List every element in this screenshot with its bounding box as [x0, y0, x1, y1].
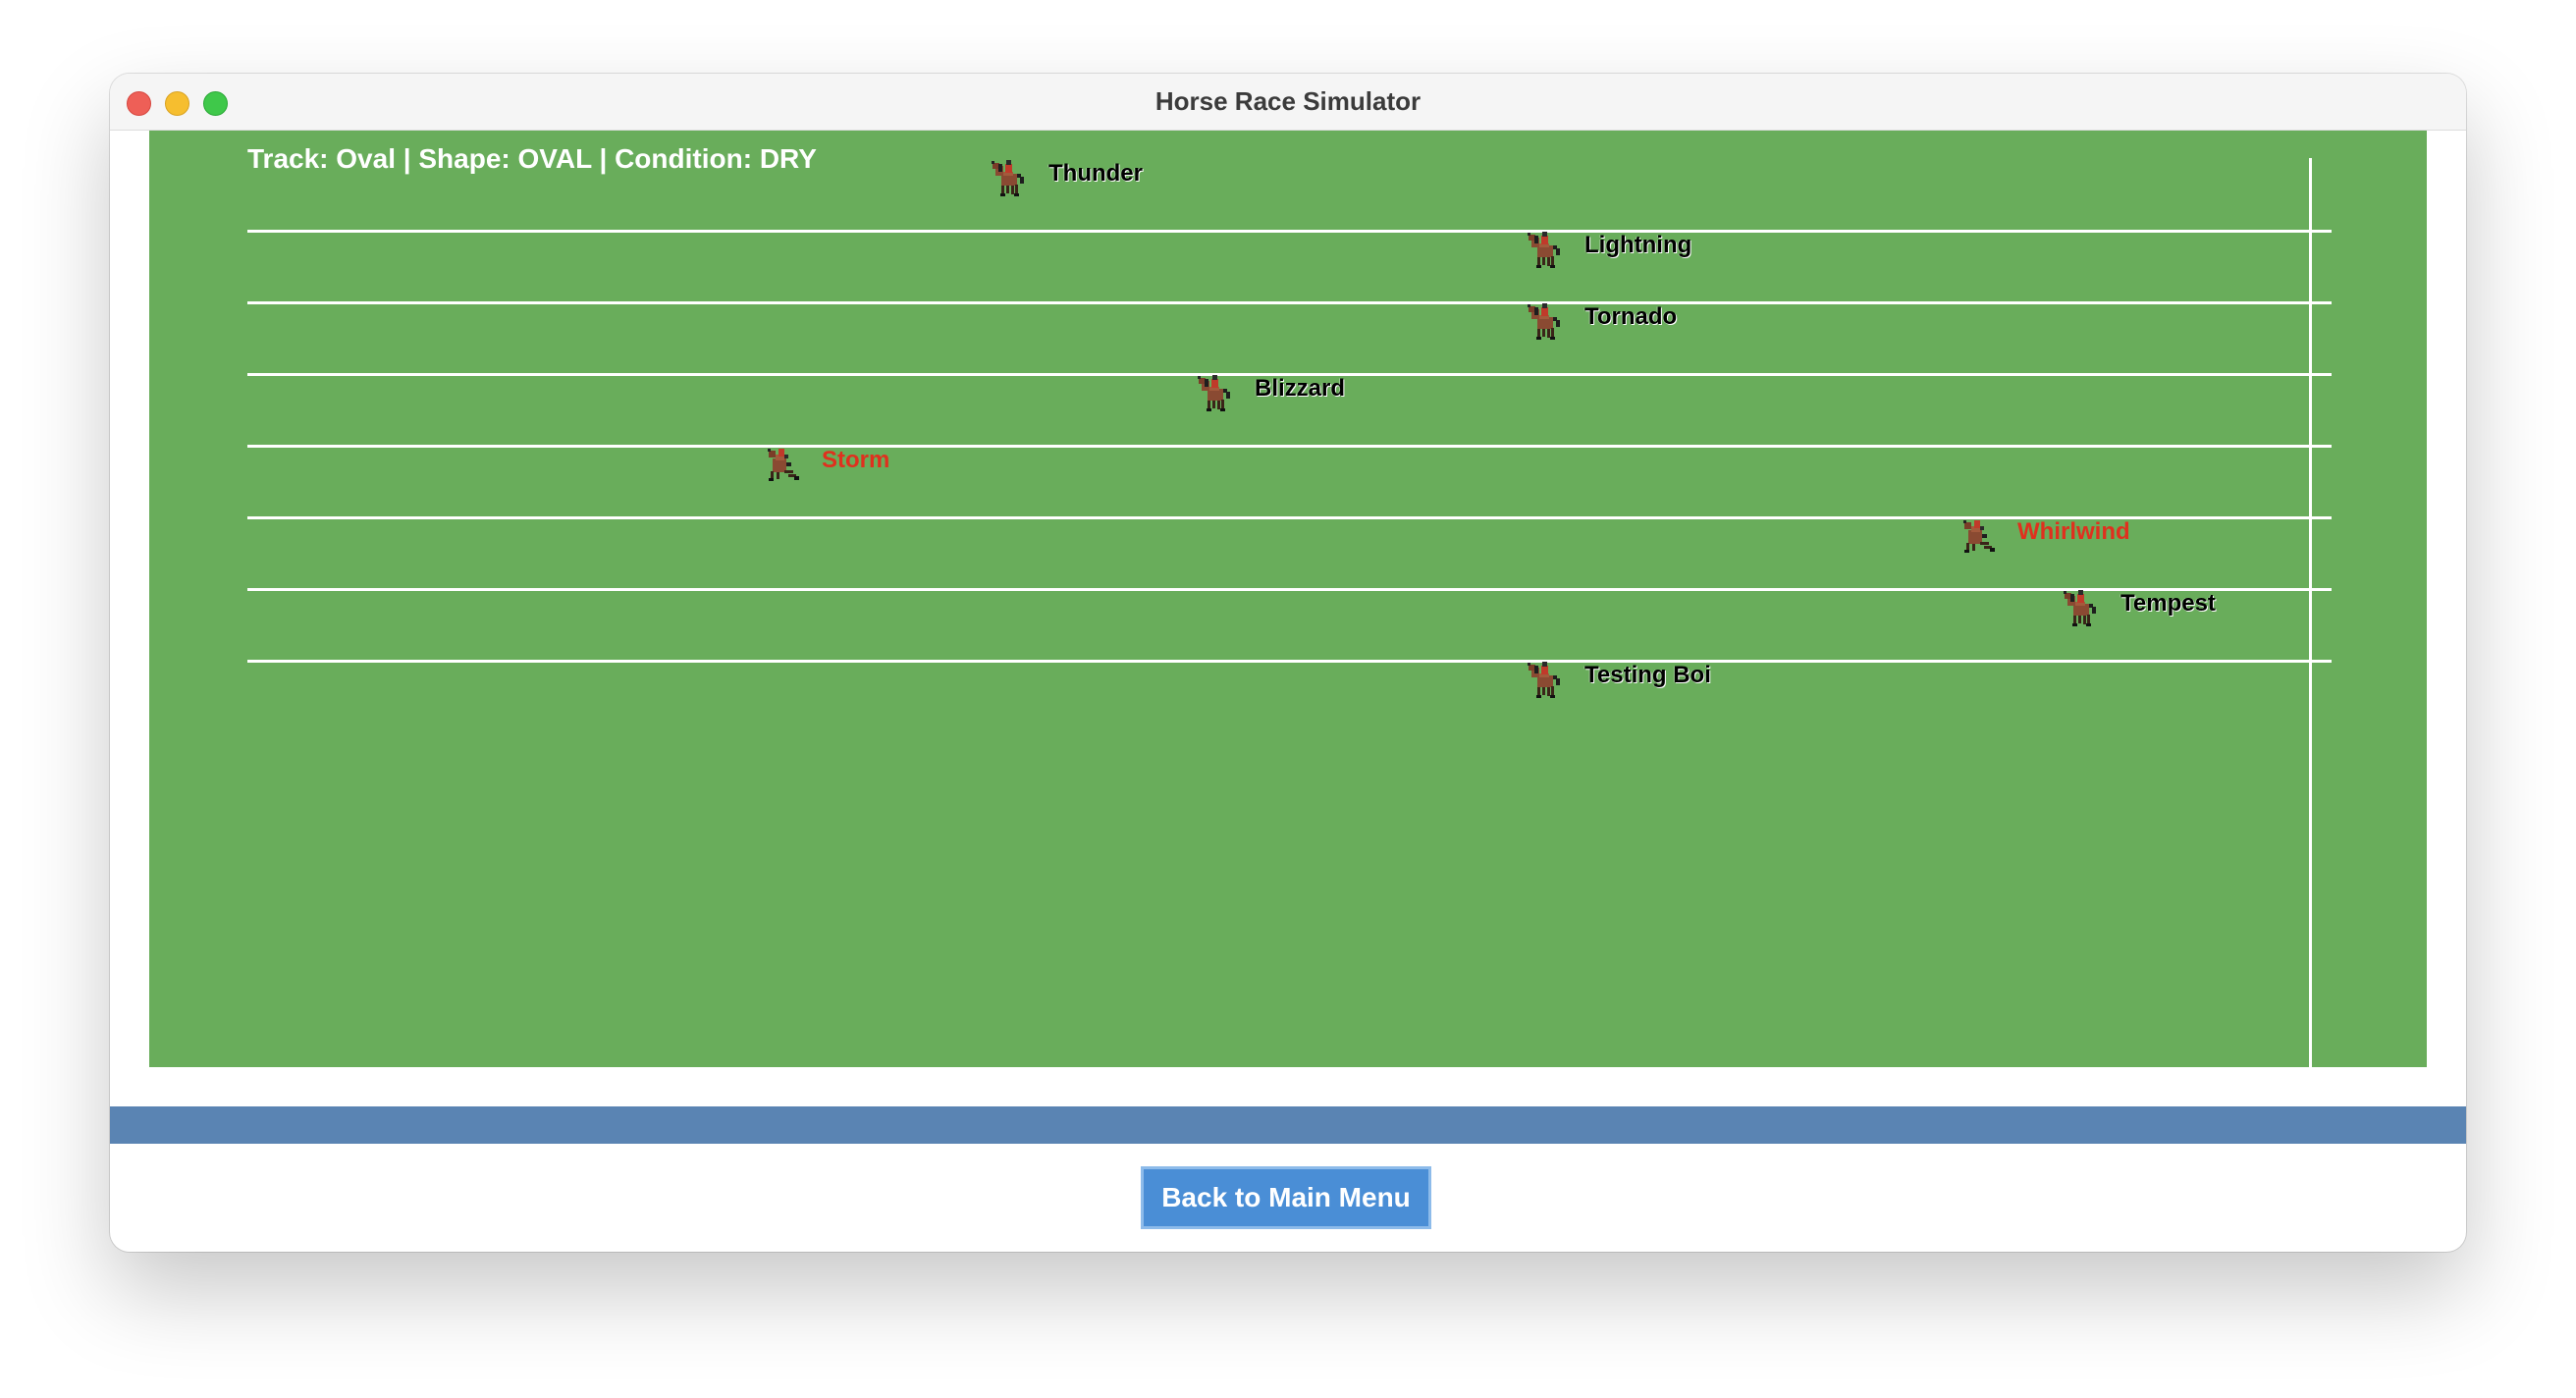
horse-testing-boi: Testing Boi [1526, 660, 1711, 703]
horse-name: Testing Boi [1584, 662, 1711, 688]
horse-blizzard: Blizzard [1196, 373, 1345, 416]
track-info-label: Track: Oval | Shape: OVAL | Condition: D… [247, 143, 817, 174]
horse-storm: Storm [763, 445, 889, 488]
horse-icon [992, 160, 1024, 196]
app-window: Horse Race Simulator Track: Oval | Shape… [110, 74, 2466, 1252]
horse-name: Blizzard [1255, 375, 1346, 402]
fallen-horse-icon [1963, 520, 1995, 553]
minimize-window-button[interactable] [165, 91, 189, 116]
horse-name: Tempest [2120, 590, 2216, 617]
horse-name: Lightning [1584, 232, 1692, 258]
close-window-button[interactable] [127, 91, 151, 116]
fallen-horse-icon [768, 449, 799, 481]
lane-divider [247, 373, 2332, 376]
finish-line [2309, 158, 2312, 1067]
status-bar [110, 1106, 2466, 1144]
horse-whirlwind: Whirlwind [1959, 516, 2130, 560]
zoom-window-button[interactable] [203, 91, 228, 116]
back-to-main-menu-button[interactable]: Back to Main Menu [1141, 1166, 1431, 1229]
horse-icon [1528, 303, 1560, 340]
horse-thunder: Thunder [990, 158, 1143, 201]
horse-name: Thunder [1048, 160, 1143, 187]
horse-lightning: Lightning [1526, 230, 1691, 273]
horse-name: Storm [822, 447, 890, 473]
lane-divider [247, 588, 2332, 591]
lane-divider [247, 230, 2332, 233]
lane-divider [247, 516, 2332, 519]
horse-icon [1528, 232, 1560, 268]
horse-icon [1198, 375, 1230, 411]
lane-divider [247, 301, 2332, 304]
horse-icon [2064, 590, 2096, 626]
lane-divider [247, 445, 2332, 448]
lane-divider [247, 660, 2332, 663]
horse-name: Tornado [1584, 303, 1678, 330]
title-bar: Horse Race Simulator [110, 74, 2466, 131]
window-title: Horse Race Simulator [1154, 86, 1422, 116]
horse-tornado: Tornado [1526, 301, 1677, 345]
race-track: Track: Oval | Shape: OVAL | Condition: D… [149, 131, 2427, 1067]
horse-tempest: Tempest [2062, 588, 2216, 631]
horse-icon [1528, 662, 1560, 698]
horse-name: Whirlwind [2017, 518, 2130, 545]
